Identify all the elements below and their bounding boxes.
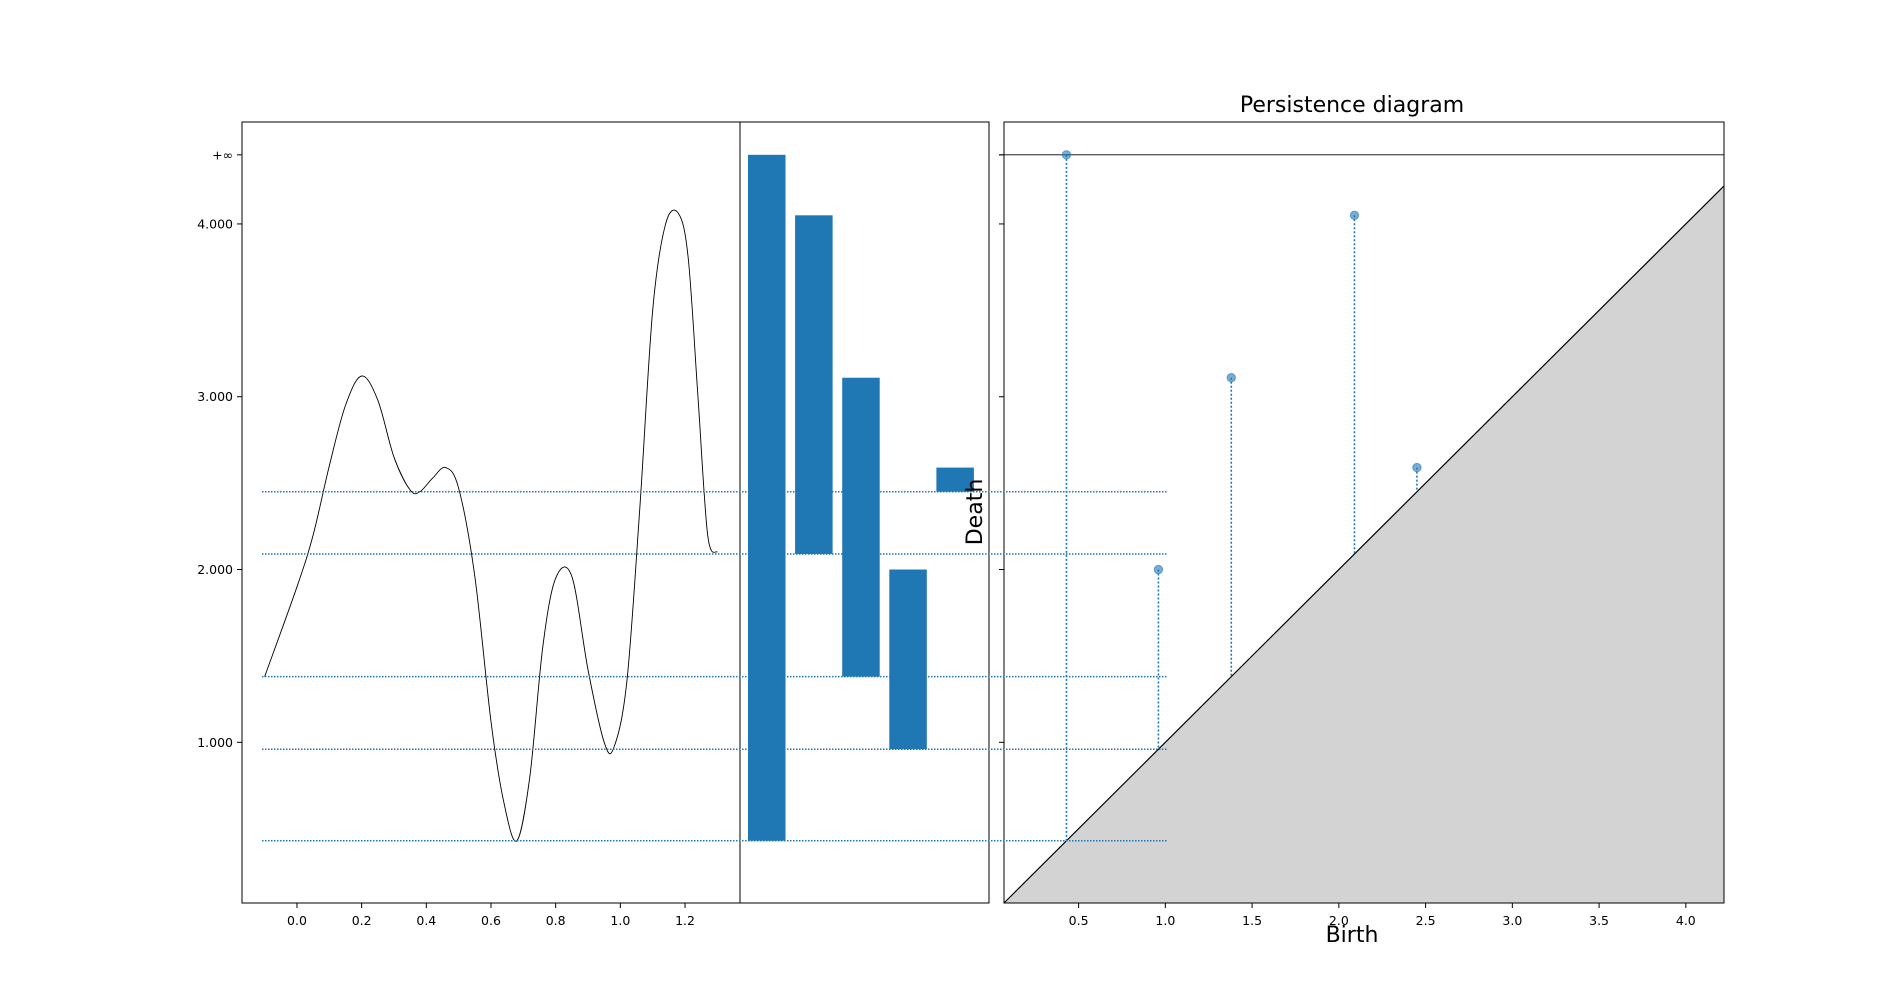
barcode-bar xyxy=(936,467,974,492)
diagram-point xyxy=(1349,210,1360,221)
function-xtick-label: 1.0 xyxy=(610,913,630,928)
function-axes-frame xyxy=(241,121,741,904)
function-curve xyxy=(264,209,718,842)
diagram-point xyxy=(1226,373,1236,383)
diagram-xtick-label: 2.0 xyxy=(1329,913,1349,928)
diagram-panel: 0.5 1.0 1.5 2.0 2.5 3.0 3.5 4.0 xyxy=(999,121,1725,928)
barcode-bar xyxy=(748,154,786,841)
diagram-xtick-label: 4.0 xyxy=(1676,913,1696,928)
barcode-bar xyxy=(842,377,880,677)
diagram-xtick-label: 3.5 xyxy=(1589,913,1609,928)
function-panel: 0.0 0.2 0.4 0.6 0.8 1.0 1.2 1.000 2.000 3.000 4.00… xyxy=(197,121,741,928)
diagram-xtick-label: 0.5 xyxy=(1069,913,1089,928)
function-xtick-label: 0.0 xyxy=(287,913,307,928)
barcode-panel xyxy=(739,121,990,904)
function-xtick-label: 0.6 xyxy=(481,913,501,928)
function-ytick-label: 1.000 xyxy=(197,735,233,750)
diagram-point xyxy=(1153,564,1164,575)
overlay-layer xyxy=(262,491,1168,842)
function-ytick-label: 3.000 xyxy=(197,389,233,404)
diagram-xtick-label: 1.0 xyxy=(1155,913,1175,928)
diagram-point xyxy=(1061,150,1072,160)
diagram-xtick-label: 2.5 xyxy=(1416,913,1436,928)
function-xtick-label: 0.2 xyxy=(352,913,372,928)
diagram-xtick-label: 3.0 xyxy=(1502,913,1522,928)
barcode-bar xyxy=(795,215,833,554)
function-xtick-label: 0.8 xyxy=(546,913,566,928)
barcode-bar xyxy=(889,569,927,750)
diagonal-line xyxy=(1003,185,1725,904)
function-xtick-label: 0.4 xyxy=(416,913,436,928)
diagram-xtick-label: 1.5 xyxy=(1242,913,1262,928)
diagram-ylabel: Death xyxy=(963,479,988,546)
barcode-axes-frame xyxy=(739,121,990,904)
function-ytick-label: 2.000 xyxy=(197,562,233,577)
function-xtick-label: 1.2 xyxy=(675,913,695,928)
diagram-xlabel: Birth xyxy=(1326,923,1379,948)
diagram-title: Persistence diagram xyxy=(1240,93,1464,118)
diagram-point xyxy=(1412,462,1422,473)
function-ytick-label: 4.000 xyxy=(197,216,233,231)
diagram-axes-frame xyxy=(1003,121,1725,904)
function-ytick-label: +∞ xyxy=(212,147,233,162)
